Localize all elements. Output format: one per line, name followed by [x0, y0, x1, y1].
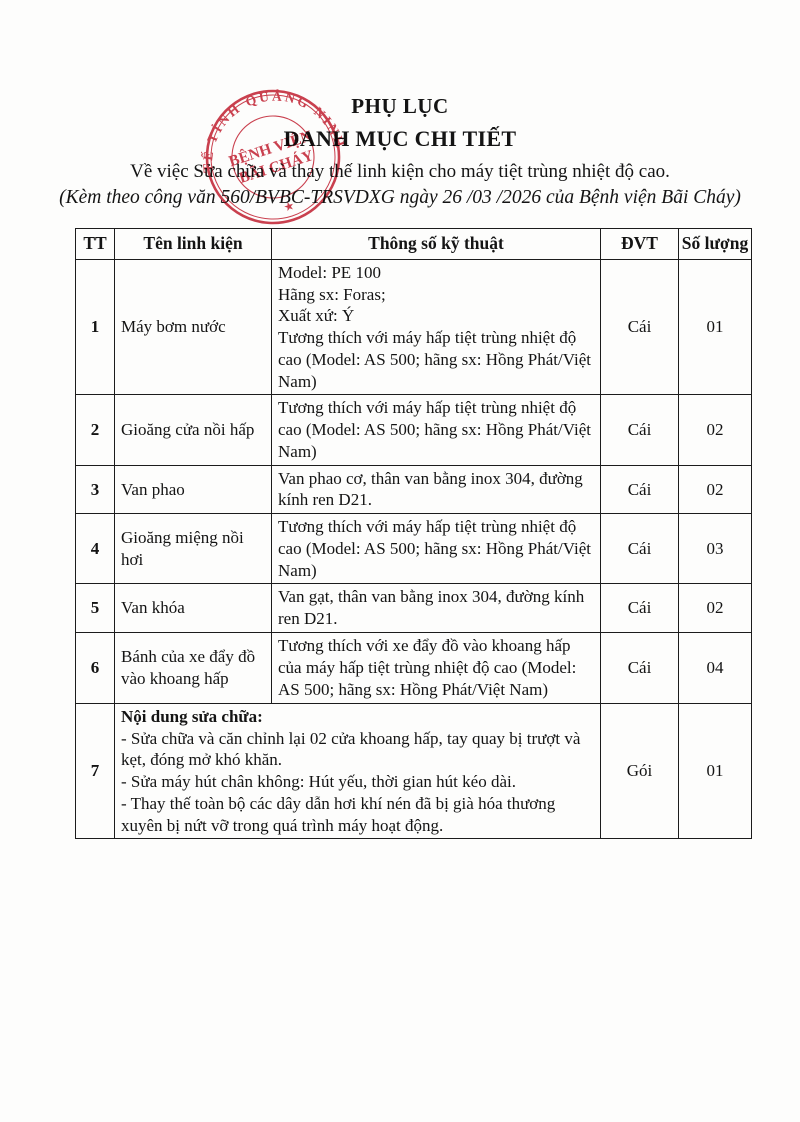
- spec-line: Tương thích với máy hấp tiệt trùng nhiệt…: [278, 398, 591, 461]
- part-name-cell: Van khóa: [114, 583, 272, 633]
- header-tt: TT: [75, 228, 115, 260]
- table-row: 4 Gioăng miệng nồi hơi Tương thích với máy…: [75, 513, 752, 585]
- row-number-cell: 5: [75, 583, 115, 633]
- part-name-cell: Máy bơm nước: [114, 258, 272, 396]
- spec-line: - Sửa máy hút chân không: Hút yếu, thời …: [121, 772, 516, 792]
- spec-cell: Van phao cơ, thân van bằng inox 304, đườ…: [271, 464, 601, 515]
- spec-line: Tương thích với máy hấp tiệt trùng nhiệt…: [278, 328, 591, 391]
- detail-list-title: DANH MỤC CHI TIẾT: [283, 126, 517, 151]
- quantity-cell: 01: [678, 702, 752, 840]
- header-unit: ĐVT: [600, 228, 679, 260]
- quantity-cell: 01: [678, 258, 752, 396]
- spec-line: Tương thích với máy hấp tiệt trùng nhiệt…: [278, 517, 591, 580]
- row-number-cell: 6: [75, 631, 115, 704]
- header-specs: Thông số kỹ thuật: [271, 228, 601, 260]
- spec-line: Xuất xứ: Ý: [278, 306, 355, 326]
- row-number-cell: 4: [75, 513, 115, 585]
- repair-content-cell: Nội dung sửa chữa: - Sửa chữa và căn chỉn…: [114, 702, 601, 840]
- parts-table: TT Tên linh kiện Thông số kỹ thuật ĐVT S…: [75, 228, 752, 840]
- spec-cell: Model: PE 100 Hãng sx: Foras; Xuất xứ: Ý Tư…: [271, 258, 601, 396]
- appendix-title: PHỤ LỤC: [351, 94, 449, 118]
- table-row: 1 Máy bơm nước Model: PE 100 Hãng sx: Foras…: [75, 258, 752, 396]
- title-block: PHỤ LỤC DANH MỤC CHI TIẾT Về việc Sửa ch…: [0, 94, 800, 209]
- spec-line: - Thay thế toàn bộ các dây dẫn hơi khí n…: [121, 793, 556, 835]
- spec-line: Model: PE 100: [278, 262, 381, 282]
- part-name-cell: Bánh của xe đẩy đồ vào khoang hấp: [114, 631, 272, 704]
- unit-cell: Cái: [600, 631, 679, 704]
- spec-line: Van gạt, thân van bằng inox 304, đường k…: [278, 587, 585, 629]
- spec-cell: Tương thích với máy hấp tiệt trùng nhiệt…: [271, 394, 601, 466]
- quantity-cell: 02: [678, 583, 752, 633]
- quantity-cell: 03: [678, 513, 752, 585]
- quantity-cell: 02: [678, 394, 752, 466]
- unit-cell: Cái: [600, 464, 679, 515]
- part-name-cell: Van phao: [114, 464, 272, 515]
- header-part-name: Tên linh kiện: [114, 228, 272, 260]
- document-subtitle: Về việc Sửa chữa và thay thế linh kiện c…: [130, 161, 670, 182]
- row-number-cell: 7: [75, 702, 115, 840]
- table-row: 2 Gioăng cửa nồi hấp Tương thích với máy h…: [75, 394, 752, 466]
- table-header-row: TT Tên linh kiện Thông số kỹ thuật ĐVT S…: [75, 228, 752, 260]
- header-quantity: Số lượng: [678, 228, 752, 260]
- repair-content-title: Nội dung sửa chữa:: [121, 706, 263, 726]
- unit-cell: Cái: [600, 583, 679, 633]
- quantity-cell: 02: [678, 464, 752, 515]
- spec-cell: Tương thích với máy hấp tiệt trùng nhiệt…: [271, 513, 601, 585]
- row-number-cell: 2: [75, 394, 115, 466]
- row-number-cell: 1: [75, 258, 115, 396]
- part-name-cell: Gioăng cửa nồi hấp: [114, 394, 272, 466]
- reference-line: (Kèm theo công văn 560/BVBC-TRSVDXG ngày…: [59, 187, 741, 208]
- spec-line: Van phao cơ, thân van bằng inox 304, đườ…: [278, 468, 583, 510]
- unit-cell: Cái: [600, 394, 679, 466]
- row-number-cell: 3: [75, 464, 115, 515]
- parts-table-body: 1 Máy bơm nước Model: PE 100 Hãng sx: Foras…: [75, 258, 752, 840]
- spec-line: Tương thích với xe đẩy đồ vào khoang hấp…: [278, 636, 577, 699]
- table-row: 3 Van phao Van phao cơ, thân van bằng inox…: [75, 464, 752, 515]
- table-row: 5 Van khóa Van gạt, thân van bằng inox 304…: [75, 583, 752, 633]
- spec-line: Hãng sx: Foras;: [278, 284, 386, 304]
- spec-cell: Van gạt, thân van bằng inox 304, đường k…: [271, 583, 601, 633]
- table-row: 6 Bánh của xe đẩy đồ vào khoang hấp Tương …: [75, 631, 752, 704]
- part-name-cell: Gioăng miệng nồi hơi: [114, 513, 272, 585]
- unit-cell: Cái: [600, 258, 679, 396]
- quantity-cell: 04: [678, 631, 752, 704]
- spec-cell: Tương thích với xe đẩy đồ vào khoang hấp…: [271, 631, 601, 704]
- unit-cell: Cái: [600, 513, 679, 585]
- spec-line: - Sửa chữa và căn chỉnh lại 02 cửa khoan…: [121, 728, 581, 770]
- table-row: 7 Nội dung sửa chữa: - Sửa chữa và căn chỉ…: [75, 702, 752, 840]
- unit-cell: Gói: [600, 702, 679, 840]
